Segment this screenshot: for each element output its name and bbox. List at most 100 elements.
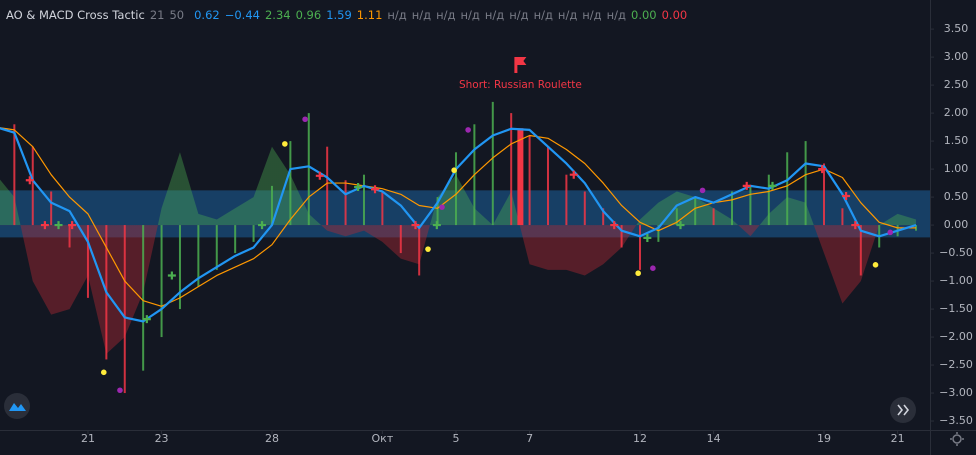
y-tick-label: 2.50: [944, 78, 969, 91]
plot-area: Short: Russian Roulette: [0, 57, 930, 394]
y-tick-label: 3.00: [944, 50, 969, 63]
y-tick-label: 0.00: [944, 218, 969, 231]
x-tick-label: 23: [155, 432, 169, 445]
cross-marker: [54, 221, 63, 230]
legend-values: 0.62 −0.44 2.34 0.96 1.59 1.11 н/д н/д н/д н/д н/д…: [194, 8, 692, 22]
cross-marker: [842, 191, 851, 200]
cross-marker: [610, 221, 619, 230]
cross-marker: [742, 181, 751, 190]
histogram-bar: [418, 225, 421, 276]
legend-value: 0.96: [295, 8, 322, 22]
histogram-bar: [234, 225, 237, 254]
dot-marker: [699, 187, 706, 194]
param: 21: [149, 8, 165, 22]
cross-marker: [768, 181, 777, 190]
legend-value: н/д: [606, 8, 626, 22]
histogram-bar: [786, 152, 789, 226]
histogram-bar: [712, 208, 715, 226]
y-tick-label: 0.50: [944, 190, 969, 203]
histogram-bar: [123, 225, 126, 394]
cross-marker: [142, 315, 151, 324]
legend-value: н/д: [387, 8, 407, 22]
histogram-bar: [823, 163, 826, 226]
settings-button[interactable]: [950, 432, 964, 446]
dot-marker: [465, 127, 471, 133]
legend-value: 1.59: [326, 8, 352, 22]
histogram-bar: [289, 141, 292, 226]
x-tick-label: 19: [817, 432, 831, 445]
indicator-legend: AO & MACD Cross Tactic 21 50 0.62 −0.44 2.34 0…: [6, 8, 697, 22]
histogram-bar: [252, 225, 255, 242]
histogram-bar: [491, 101, 494, 226]
scroll-right-button[interactable]: [890, 397, 916, 423]
histogram-bar: [326, 146, 329, 226]
x-tick-label: 7: [526, 432, 533, 445]
param: 50: [169, 8, 185, 22]
cross-marker: [40, 221, 49, 230]
legend-value: 0.00: [661, 8, 688, 22]
histogram-bar: [694, 197, 697, 226]
x-tick-label: 21: [81, 432, 95, 445]
dot-marker: [117, 387, 123, 394]
dot-marker: [650, 265, 656, 271]
histogram-bar: [565, 174, 568, 226]
histogram-bar: [68, 225, 71, 248]
histogram-bar: [859, 225, 862, 276]
legend-value: н/д: [582, 8, 602, 22]
legend-value: 0.62: [194, 8, 220, 22]
histogram-bar: [731, 191, 734, 226]
y-tick-label: −2.50: [939, 358, 973, 371]
indicator-params: 21 50: [150, 8, 189, 22]
cross-marker: [354, 183, 363, 192]
histogram-bar: [50, 191, 53, 226]
legend-value: н/д: [484, 8, 505, 22]
histogram-bar: [215, 225, 218, 270]
histogram-bar: [510, 113, 513, 226]
x-tick-label: Окт: [372, 432, 394, 445]
x-tick-label: 21: [891, 432, 905, 445]
dot-marker: [302, 116, 308, 123]
dot-marker: [872, 262, 879, 268]
histogram-bar: [602, 208, 605, 226]
logo-button[interactable]: [4, 393, 30, 419]
histogram-bar: [675, 208, 678, 226]
y-tick-label: −3.50: [939, 414, 973, 427]
ao-area: [0, 146, 917, 354]
cross-marker: [25, 176, 34, 185]
histogram-bar: [86, 225, 89, 298]
histogram-bar: [583, 191, 586, 226]
cross-marker: [68, 221, 77, 230]
histogram-bar: [13, 124, 16, 226]
x-tick-label: 5: [452, 432, 459, 445]
histogram-bar: [142, 225, 145, 371]
histogram-bar: [749, 185, 752, 226]
x-tick-label: 28: [265, 432, 279, 445]
dot-marker: [451, 167, 457, 174]
histogram-bar: [657, 225, 660, 242]
cross-marker: [643, 233, 652, 242]
histogram-bar: [270, 185, 273, 226]
cross-marker: [411, 221, 420, 230]
signal-bar: [517, 128, 524, 226]
histogram-bar: [197, 225, 200, 287]
dot-marker: [635, 270, 641, 277]
legend-value: 0.00: [631, 8, 657, 22]
cross-marker: [818, 165, 827, 174]
y-tick-label: 2.00: [944, 106, 969, 119]
legend-value: н/д: [460, 8, 480, 22]
legend-value: н/д: [509, 8, 529, 22]
cross-marker: [851, 221, 860, 230]
histogram-bar: [362, 174, 365, 226]
slow-line: [0, 127, 917, 307]
histogram-bar: [804, 141, 807, 226]
y-tick-label: 1.50: [944, 134, 969, 147]
y-tick-label: −1.00: [939, 274, 973, 287]
y-tick-label: −0.50: [939, 246, 973, 259]
dot-marker: [282, 141, 288, 147]
histogram-bar: [160, 225, 163, 338]
x-tick-label: 14: [707, 432, 721, 445]
legend-value: н/д: [436, 8, 456, 22]
histogram-bar: [767, 174, 770, 226]
cross-marker: [432, 221, 441, 230]
